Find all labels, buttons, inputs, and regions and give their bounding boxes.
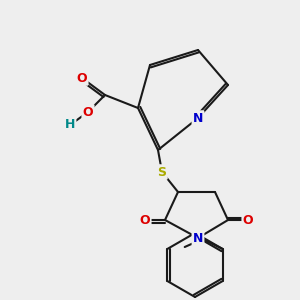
Text: O: O <box>140 214 150 226</box>
Text: O: O <box>243 214 253 226</box>
Text: N: N <box>193 112 203 124</box>
Text: H: H <box>65 118 75 131</box>
Text: O: O <box>83 106 93 118</box>
Text: O: O <box>77 71 87 85</box>
Text: S: S <box>158 166 166 178</box>
Text: N: N <box>193 232 203 244</box>
